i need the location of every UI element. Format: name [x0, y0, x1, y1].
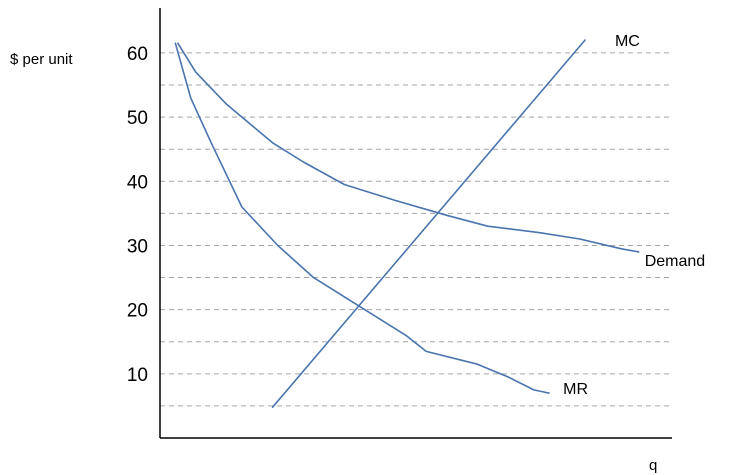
- series-labels: Demand MC MR: [563, 33, 705, 398]
- y-tick-label: 50: [127, 108, 148, 129]
- y-tick-label: 10: [127, 365, 148, 386]
- series-label-mr: MR: [563, 381, 588, 398]
- series-line-demand: [177, 42, 640, 253]
- y-tick-label: 40: [127, 172, 148, 193]
- series-label-demand: Demand: [645, 253, 705, 270]
- series-line-mr: [174, 42, 550, 394]
- series-line-mc: [271, 39, 586, 408]
- y-tick-label: 30: [127, 236, 148, 257]
- y-tick-label: 20: [127, 301, 148, 322]
- series-label-mc: MC: [615, 33, 640, 50]
- series-lines: [174, 39, 640, 408]
- y-axis-label: $ per unit: [10, 51, 73, 68]
- axes: [159, 8, 672, 439]
- y-tick-labels: 10 20 30 40 50 60: [127, 44, 148, 386]
- gridlines: [160, 52, 672, 407]
- x-axis-label: q: [649, 457, 657, 474]
- y-tick-label: 60: [127, 44, 148, 65]
